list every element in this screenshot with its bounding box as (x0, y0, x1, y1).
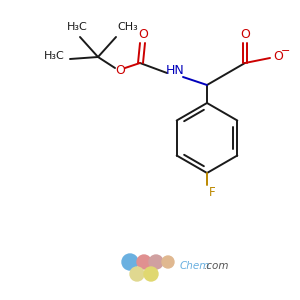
Circle shape (130, 267, 144, 281)
Circle shape (162, 256, 174, 268)
Text: O: O (115, 64, 125, 77)
Text: F: F (209, 187, 215, 200)
Text: .com: .com (203, 261, 229, 271)
Text: HN: HN (166, 64, 184, 77)
Text: H₃C: H₃C (67, 22, 87, 32)
Circle shape (149, 255, 163, 269)
Circle shape (144, 267, 158, 281)
Text: O: O (240, 28, 250, 41)
Text: H₃C: H₃C (44, 51, 64, 61)
Text: O: O (273, 50, 283, 62)
Circle shape (122, 254, 138, 270)
Text: Chem: Chem (180, 261, 210, 271)
Text: O: O (138, 28, 148, 41)
Text: CH₃: CH₃ (118, 22, 138, 32)
Text: −: − (281, 46, 291, 56)
Circle shape (137, 255, 151, 269)
